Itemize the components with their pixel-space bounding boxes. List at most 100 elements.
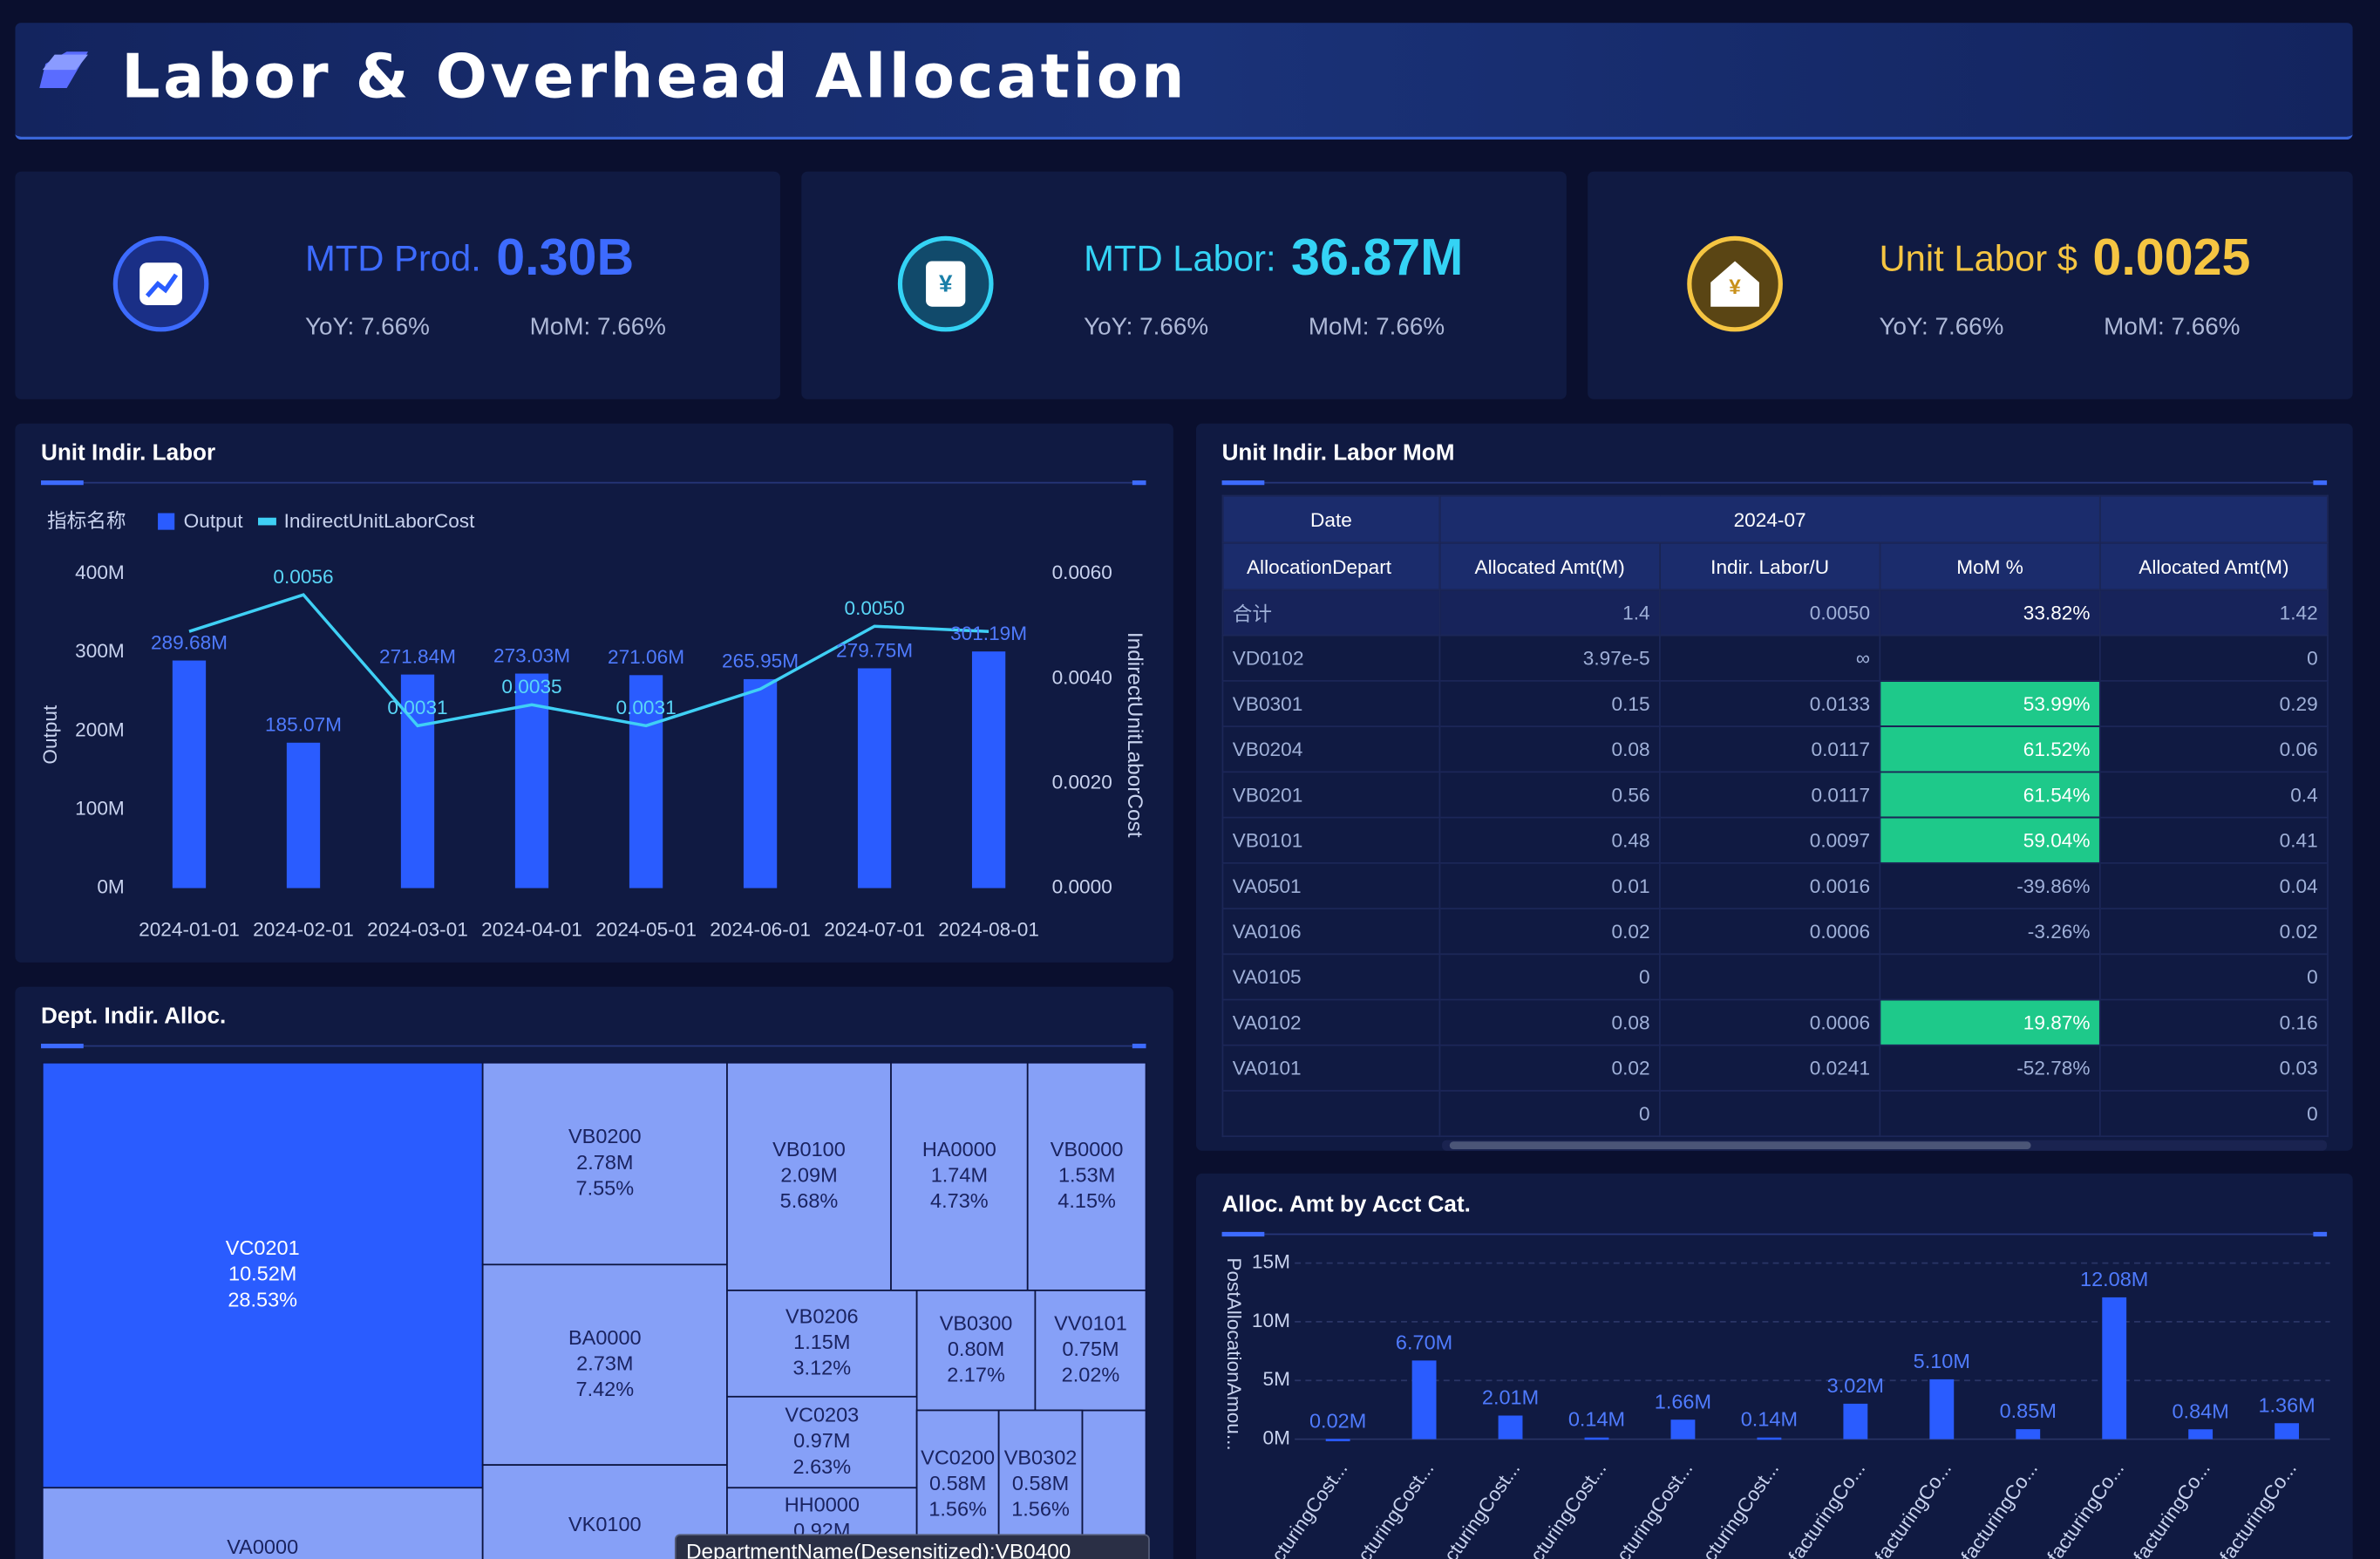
bar <box>286 742 321 888</box>
table-cell: 0 <box>2098 1090 2329 1138</box>
y-tick-label: 400M <box>75 562 125 583</box>
kpi-mom: MoM: 7.66% <box>2104 312 2240 339</box>
bar <box>400 674 435 888</box>
x-tick-label: ufacturingCo... <box>1950 1458 2042 1559</box>
kpi-icon: ¥ <box>1687 235 1783 332</box>
treemap-label: 2.02% <box>1062 1364 1120 1386</box>
table-cell: VB0201 <box>1221 771 1441 819</box>
table-cell: ∞ <box>1659 634 1881 682</box>
treemap-label: VB0200 <box>568 1125 642 1147</box>
table-row: VA0101 0.02 0.0241 -52.78% 0.03 <box>1221 1044 2329 1092</box>
kpi-value: 36.87M <box>1291 228 1463 286</box>
table-cell: 1.42 <box>2098 589 2329 637</box>
treemap-label: 0.75M <box>1062 1338 1119 1360</box>
x-tick-label: 2024-07-01 <box>824 918 925 940</box>
table-cell: 0.0117 <box>1659 771 1881 819</box>
table-cell <box>1879 1090 2101 1138</box>
table-cell: 33.82% <box>1879 589 2101 637</box>
x-tick-label: ufacturingCo... <box>2209 1458 2301 1559</box>
table-cell: VA0105 <box>1221 953 1441 1001</box>
panel-title: Unit Indir. Labor MoM <box>1222 439 1455 465</box>
treemap-label: VC0200 <box>921 1446 995 1468</box>
bar <box>514 673 549 888</box>
table-cell: 0.15 <box>1438 680 1661 727</box>
table-row: VA0501 0.01 0.0016 -39.86% 0.04 <box>1221 861 2329 909</box>
kpi-label: Unit Labor $ <box>1879 238 2077 279</box>
data-label: 6.70M <box>1396 1331 1452 1353</box>
y-tick-label: 0M <box>1262 1427 1289 1449</box>
data-label: 279.75M <box>836 639 913 661</box>
svg-text:¥: ¥ <box>939 270 953 297</box>
x-tick-label: ufacturingCost... <box>1425 1458 1525 1559</box>
data-label: 0.02M <box>1309 1409 1366 1432</box>
table-cell <box>1221 1090 1441 1138</box>
x-tick-label: 2024-04-01 <box>481 918 582 940</box>
treemap-label: BA0000 <box>568 1326 642 1349</box>
data-label: 301.19M <box>950 623 1027 644</box>
table-cell: 0.0006 <box>1659 998 1881 1046</box>
table-cell: Allocated Amt(M) <box>1438 541 1661 591</box>
treemap-cell <box>726 1061 892 1291</box>
x-tick-label: ufacturingCo... <box>1864 1458 1955 1559</box>
treemap-cell <box>1034 1290 1147 1412</box>
table-cell: VA0106 <box>1221 908 1441 956</box>
kpi-mom: MoM: 7.66% <box>1309 312 1445 339</box>
kpi-yoy: YoY: 7.66% <box>1879 312 2003 339</box>
chart-panel <box>1195 1173 2353 1559</box>
bar <box>2188 1429 2213 1440</box>
y-tick-label: 0M <box>97 876 124 898</box>
x-tick-label: ufacturingCost... <box>1683 1458 1783 1559</box>
logo <box>42 54 88 71</box>
bar <box>629 675 663 888</box>
table-cell: 0.48 <box>1438 816 1661 864</box>
table-cell: 0 <box>1438 953 1661 1001</box>
x-tick-label: 2024-06-01 <box>710 918 811 940</box>
table-cell: -39.86% <box>1879 861 2101 909</box>
table-cell: 0 <box>2098 634 2329 682</box>
line <box>188 593 989 728</box>
x-tick-label: 2024-03-01 <box>367 918 468 940</box>
table-cell <box>1659 953 1881 1001</box>
bar <box>1843 1403 1868 1440</box>
legend-title: 指标名称 <box>47 510 126 532</box>
table-row: VB0101 0.48 0.0097 59.04% 0.41 <box>1221 816 2329 864</box>
table-cell <box>1879 634 2101 682</box>
y-tick-label: 200M <box>75 718 125 740</box>
bar <box>857 668 892 888</box>
y2-tick-label: 0.0020 <box>1052 771 1112 793</box>
table-row: VA0106 0.02 0.0006 -3.26% 0.02 <box>1221 908 2329 956</box>
treemap-cell <box>726 1395 918 1489</box>
legend-label: Output <box>184 510 244 532</box>
data-label: 0.14M <box>1741 1408 1798 1431</box>
scrollbar[interactable] <box>1442 1140 2328 1151</box>
panel-title: Unit Indir. Labor <box>41 439 215 465</box>
x-tick-label: ufacturingCost... <box>1338 1458 1438 1559</box>
treemap-label: 5.68% <box>780 1189 839 1212</box>
bar <box>1757 1437 1782 1440</box>
table-cell: 19.87% <box>1879 998 2101 1046</box>
kpi-mom: MoM: 7.66% <box>530 312 666 339</box>
table-cell: 0.01 <box>1438 861 1661 909</box>
treemap-label: 0.58M <box>929 1472 986 1494</box>
table-cell: 0.29 <box>2098 680 2329 727</box>
svg-text:¥: ¥ <box>1729 276 1741 299</box>
table-cell: VB0301 <box>1221 680 1441 727</box>
table-cell <box>1879 953 2101 1001</box>
data-label: 12.08M <box>2080 1268 2148 1290</box>
treemap-label: 10.52M <box>228 1263 296 1285</box>
x-tick-label: ufacturingCo... <box>2123 1458 2214 1559</box>
x-tick-label: 2024-05-01 <box>595 918 697 940</box>
data-label: 0.0031 <box>615 697 676 718</box>
treemap-label: 1.53M <box>1058 1164 1115 1187</box>
table-cell: 0.02 <box>2098 908 2329 956</box>
panel-title: Alloc. Amt by Acct Cat. <box>1222 1190 1471 1216</box>
x-tick-label: 2024-02-01 <box>253 918 354 940</box>
kpi-value: 0.30B <box>496 228 634 286</box>
treemap-label: 4.15% <box>1057 1189 1116 1212</box>
x-tick-label: 2024-01-01 <box>139 918 240 940</box>
treemap-label: 2.78M <box>576 1151 633 1174</box>
table-cell: Indir. Labor/U <box>1659 541 1881 591</box>
treemap-label: HH0000 <box>785 1493 860 1515</box>
